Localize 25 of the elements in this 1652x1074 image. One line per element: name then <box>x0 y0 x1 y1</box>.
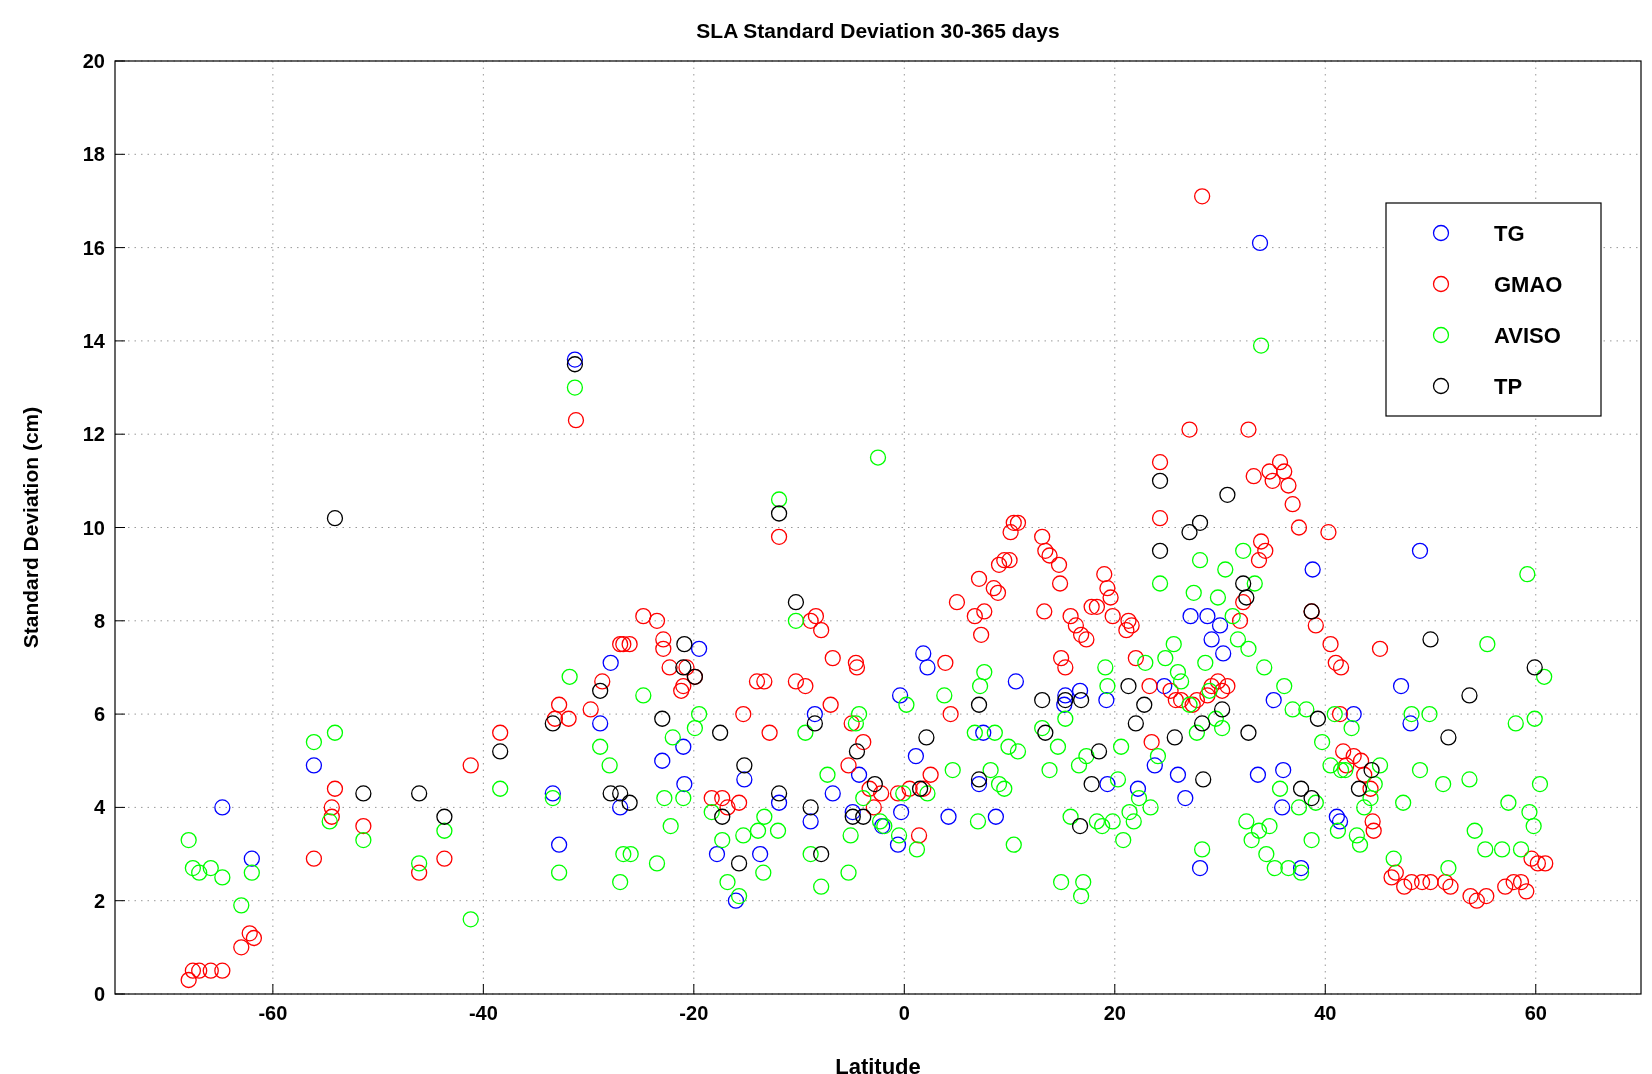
y-tick-label: 10 <box>82 516 105 539</box>
legend-label: TP <box>1494 374 1523 399</box>
y-axis-title: Standard Deviation (cm) <box>19 406 42 649</box>
legend-label: GMAO <box>1494 272 1563 297</box>
y-tick-label: 18 <box>82 143 105 166</box>
y-tick-label: 12 <box>82 423 105 446</box>
x-tick-label: 20 <box>1103 1002 1126 1024</box>
legend-label: AVISO <box>1494 323 1561 348</box>
y-tick-label: 4 <box>93 796 106 819</box>
y-tick-label: 8 <box>93 609 105 632</box>
x-tick-label: 0 <box>898 1002 910 1024</box>
y-tick-label: 20 <box>82 50 105 72</box>
x-tick-label: 60 <box>1524 1002 1547 1024</box>
y-tick-label: 0 <box>93 983 105 1005</box>
y-tick-label: 14 <box>82 329 106 352</box>
y-tick-label: 6 <box>93 703 105 726</box>
x-tick-label: 40 <box>1314 1002 1337 1024</box>
x-tick-label: -40 <box>468 1002 498 1024</box>
x-axis-title: Latitude <box>835 1054 921 1074</box>
legend-label: TG <box>1494 221 1525 246</box>
x-tick-label: -20 <box>679 1002 709 1024</box>
y-tick-label: 16 <box>82 236 105 259</box>
y-tick-label: 2 <box>93 889 105 912</box>
x-tick-label: -60 <box>258 1002 288 1024</box>
chart-title: SLA Standard Deviation 30-365 days <box>696 19 1060 42</box>
